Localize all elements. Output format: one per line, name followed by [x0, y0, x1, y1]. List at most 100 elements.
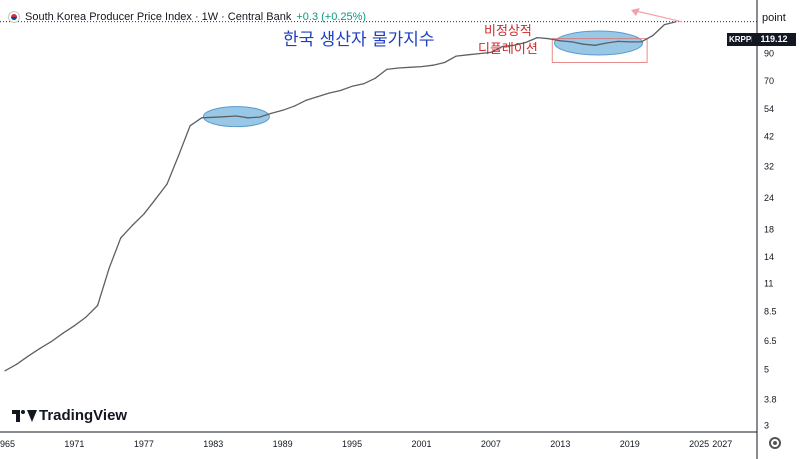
data-point	[478, 52, 480, 55]
data-point	[444, 61, 446, 64]
data-point	[513, 44, 515, 46]
annotation-abnormal: 비정상적	[484, 24, 532, 39]
data-point	[108, 267, 110, 269]
price-tick-label: 14	[764, 252, 774, 262]
source-label: Central Bank	[227, 11, 292, 23]
data-point	[652, 34, 654, 37]
price-tick-label: 18	[764, 224, 774, 234]
price-tick-label: 8.5	[764, 307, 777, 317]
data-point	[154, 198, 156, 200]
time-tick-label: 1971	[64, 439, 84, 449]
data-point	[432, 64, 434, 66]
time-tick-label: 1977	[134, 439, 154, 449]
time-tick-label: 1965	[0, 439, 15, 449]
data-point	[501, 45, 504, 48]
data-point	[96, 304, 99, 307]
data-point	[258, 116, 261, 118]
data-point	[62, 332, 64, 334]
data-point	[339, 89, 342, 92]
price-tick-label: 90	[764, 48, 774, 58]
time-tick-label: 2019	[620, 439, 640, 449]
time-tick-label: 2007	[481, 439, 501, 449]
data-point	[397, 67, 399, 69]
data-point	[351, 85, 353, 87]
header-separator: ·	[221, 11, 225, 23]
tradingview-icon	[12, 409, 37, 423]
chart-header: South Korea Producer Price Index · 1W · …	[8, 8, 366, 26]
time-tick-label: 2027	[712, 439, 732, 449]
interval-label[interactable]: 1W	[201, 11, 219, 23]
price-tick-label: 42	[764, 132, 774, 142]
tradingview-logo[interactable]: TradingView	[12, 407, 127, 424]
time-tick-label: 2001	[411, 439, 431, 449]
data-point	[328, 92, 330, 94]
data-point	[420, 66, 423, 68]
price-tick-label: 3.8	[764, 395, 777, 405]
price-tick-label: 54	[764, 104, 774, 114]
header-separator: ·	[194, 11, 199, 23]
price-tick-label: 3	[764, 420, 769, 430]
data-point	[640, 41, 642, 43]
south-korea-flag-icon	[8, 11, 20, 23]
price-tick-label: 32	[764, 161, 774, 171]
price-tick-label: 24	[764, 193, 774, 203]
data-point	[166, 183, 168, 185]
data-point	[50, 340, 52, 343]
data-point	[15, 363, 18, 365]
change-value: +0.3 (+0.25%)	[296, 11, 367, 23]
data-point	[4, 370, 6, 372]
projection-arrow-head	[631, 8, 640, 16]
data-point	[571, 41, 573, 43]
data-point	[293, 105, 295, 107]
data-point	[386, 68, 388, 71]
price-axis-unit[interactable]: point	[762, 12, 786, 24]
data-point	[467, 54, 469, 56]
data-point	[525, 41, 527, 44]
data-point	[282, 109, 284, 111]
time-tick-label: 1989	[273, 439, 293, 449]
highlight-ellipse-plateau	[202, 106, 270, 128]
data-point	[606, 42, 608, 44]
data-point	[85, 316, 87, 318]
data-point	[548, 38, 550, 40]
price-tick-label: 6.5	[764, 336, 777, 346]
data-point	[224, 116, 226, 118]
projection-arrow-line	[635, 10, 682, 23]
data-point	[177, 155, 180, 157]
gear-icon[interactable]	[769, 437, 781, 449]
data-point	[201, 117, 203, 119]
data-point	[594, 44, 596, 46]
data-point	[663, 23, 666, 26]
data-point	[189, 125, 191, 127]
highlight-ellipse-deflation	[554, 30, 644, 56]
data-point	[27, 355, 29, 357]
data-point	[39, 348, 41, 350]
data-point	[559, 40, 561, 42]
annotation-deflation: 디플레이션	[478, 42, 538, 57]
last-price-label: 119.12	[752, 33, 796, 46]
data-point	[374, 77, 376, 79]
series-line-krppi	[4, 21, 677, 372]
price-tick-label: 11	[764, 278, 773, 288]
time-tick-label: 2025	[689, 439, 709, 449]
symbol-price-label: KRPPI	[727, 33, 756, 46]
data-point	[582, 43, 585, 45]
data-point	[247, 117, 249, 119]
data-point	[536, 36, 538, 39]
data-point	[131, 224, 133, 227]
data-point	[212, 116, 214, 118]
data-point	[73, 325, 76, 327]
deflation-box	[551, 38, 648, 63]
data-point	[675, 21, 677, 23]
data-point	[363, 83, 365, 85]
time-tick-label: 1995	[342, 439, 362, 449]
data-point	[270, 112, 272, 115]
data-point	[409, 66, 411, 68]
data-point	[316, 96, 318, 98]
price-tick-label: 5	[764, 365, 769, 375]
data-point	[455, 55, 457, 57]
data-point	[235, 115, 237, 117]
price-tick-label: 70	[764, 76, 774, 86]
data-point	[617, 40, 619, 42]
